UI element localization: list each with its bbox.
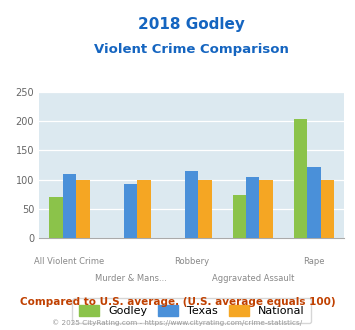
Bar: [124, 183, 137, 238]
Bar: [233, 195, 246, 238]
Text: All Violent Crime: All Violent Crime: [34, 257, 105, 266]
Legend: Godley, Texas, National: Godley, Texas, National: [72, 298, 311, 323]
Text: Violent Crime Comparison: Violent Crime Comparison: [94, 43, 289, 56]
Text: © 2025 CityRating.com - https://www.cityrating.com/crime-statistics/: © 2025 CityRating.com - https://www.city…: [53, 319, 302, 326]
Bar: [294, 118, 307, 238]
Bar: [63, 174, 76, 238]
Bar: [137, 180, 151, 238]
Bar: [246, 177, 260, 238]
Bar: [185, 171, 198, 238]
Bar: [76, 180, 90, 238]
Text: Rape: Rape: [303, 257, 324, 266]
Text: Aggravated Assault: Aggravated Assault: [212, 274, 294, 283]
Text: Compared to U.S. average. (U.S. average equals 100): Compared to U.S. average. (U.S. average …: [20, 297, 335, 307]
Text: 2018 Godley: 2018 Godley: [138, 16, 245, 31]
Bar: [307, 167, 321, 238]
Bar: [49, 197, 63, 238]
Bar: [260, 180, 273, 238]
Bar: [198, 180, 212, 238]
Text: Robbery: Robbery: [174, 257, 209, 266]
Bar: [321, 180, 334, 238]
Text: Murder & Mans...: Murder & Mans...: [95, 274, 166, 283]
